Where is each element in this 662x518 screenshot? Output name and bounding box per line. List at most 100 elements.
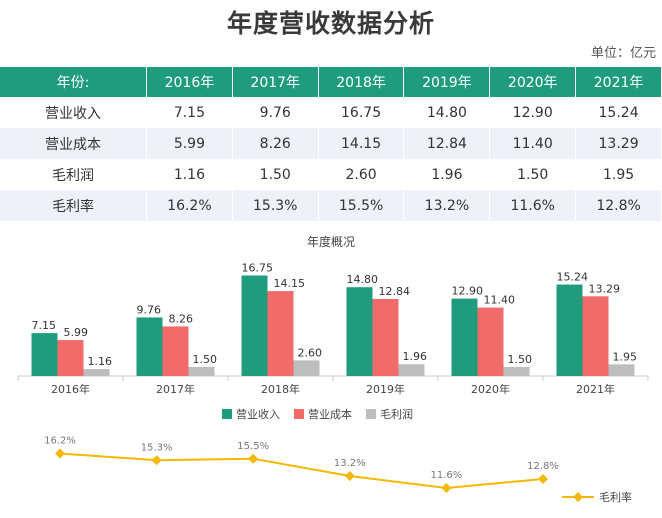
header-year: 2021年 xyxy=(575,67,662,97)
table-cell: 13.2% xyxy=(403,190,491,221)
line-legend-label: 毛利率 xyxy=(599,490,632,504)
bar-data-label: 8.26 xyxy=(169,312,194,325)
table-cell: 11.6% xyxy=(489,190,577,221)
bar-data-label: 1.50 xyxy=(508,353,533,366)
table-cell: 7.15 xyxy=(146,97,233,128)
bar-cost xyxy=(162,326,189,376)
table-cell: 2.60 xyxy=(318,159,405,190)
bar-profit xyxy=(83,369,110,376)
line-legend-marker xyxy=(573,492,583,502)
bar-cost xyxy=(582,296,609,376)
bar-data-label: 13.29 xyxy=(589,282,621,295)
table-cell: 1.96 xyxy=(403,159,491,190)
table-cell: 16.2% xyxy=(146,190,233,221)
table-cell: 16.75 xyxy=(318,97,405,128)
table-cell: 12.8% xyxy=(575,190,662,221)
bar-profit xyxy=(608,364,635,376)
row-label: 毛利润 xyxy=(0,159,147,190)
bar-revenue xyxy=(451,298,478,376)
header-label: 年份: xyxy=(0,67,147,97)
table-row: 营业收入 7.15 9.76 16.75 14.80 12.90 15.24 xyxy=(0,97,662,128)
margin-rate-label: 16.2% xyxy=(44,436,76,447)
bar-cost xyxy=(57,340,84,376)
bar-data-label: 14.80 xyxy=(347,273,379,286)
bar-profit xyxy=(293,360,320,376)
bar-revenue xyxy=(346,287,373,376)
legend-label: 毛利润 xyxy=(380,407,413,421)
bar-profit xyxy=(503,367,530,376)
table-cell: 12.90 xyxy=(489,97,577,128)
table-cell: 15.3% xyxy=(232,190,319,221)
row-label: 营业收入 xyxy=(0,97,147,128)
bar-data-label: 16.75 xyxy=(242,262,274,275)
margin-rate-label: 15.5% xyxy=(237,441,269,452)
legend-label: 营业收入 xyxy=(236,407,280,421)
bar-data-label: 12.84 xyxy=(379,285,411,298)
table-cell: 1.50 xyxy=(489,159,577,190)
table-row: 毛利润 1.16 1.50 2.60 1.96 1.50 1.95 xyxy=(0,159,662,190)
bar-data-label: 5.99 xyxy=(64,326,89,339)
legend-swatch xyxy=(366,409,376,419)
bar-revenue xyxy=(241,275,268,376)
bar-profit xyxy=(398,364,425,376)
margin-rate-point xyxy=(55,448,65,459)
table-cell: 12.84 xyxy=(403,128,491,159)
margin-rate-point xyxy=(441,483,452,493)
header-year: 2018年 xyxy=(318,67,405,97)
bar-data-label: 2.60 xyxy=(298,346,323,359)
table-cell: 13.29 xyxy=(575,128,662,159)
table-cell: 5.99 xyxy=(146,128,233,159)
margin-rate-point xyxy=(151,455,162,466)
bar-cost xyxy=(477,307,504,376)
bar-data-label: 12.90 xyxy=(452,285,484,298)
bar-cost xyxy=(372,298,399,376)
margin-rate-line xyxy=(59,452,544,490)
bar-data-label: 11.40 xyxy=(484,294,516,307)
margin-rate-label: 12.8% xyxy=(527,461,559,472)
bar-data-label: 1.50 xyxy=(193,353,218,366)
x-tick-label: 2016年 xyxy=(51,382,90,396)
unit-label: 单位：亿元 xyxy=(590,46,656,61)
legend-swatch xyxy=(294,409,304,419)
legend-swatch xyxy=(222,409,232,419)
bar-revenue xyxy=(136,317,163,376)
bar-data-label: 15.24 xyxy=(557,271,589,284)
table-row: 营业成本 5.99 8.26 14.15 12.84 11.40 13.29 xyxy=(0,128,662,159)
bar-data-label: 1.96 xyxy=(403,350,428,363)
revenue-table: 年份: 2016年 2017年 2018年 2019年 2020年 2021年 … xyxy=(0,67,662,221)
x-tick-label: 2018年 xyxy=(261,382,300,396)
header-year: 2020年 xyxy=(489,67,577,97)
margin-rate-point xyxy=(538,474,548,484)
x-tick-label: 2017年 xyxy=(156,382,195,396)
bar-data-label: 9.76 xyxy=(137,303,162,316)
table-cell: 14.80 xyxy=(403,97,491,128)
row-label: 营业成本 xyxy=(0,128,147,159)
table-cell: 1.50 xyxy=(232,159,319,190)
table-cell: 9.76 xyxy=(232,97,319,128)
bar-revenue xyxy=(31,333,58,376)
table-cell: 15.24 xyxy=(575,97,662,128)
table-cell: 11.40 xyxy=(489,128,577,159)
header-year: 2019年 xyxy=(403,67,491,97)
table-row: 毛利率 16.2% 15.3% 15.5% 13.2% 11.6% 12.8% xyxy=(0,190,662,221)
x-tick-label: 2020年 xyxy=(471,382,510,396)
bar-cost xyxy=(267,291,294,376)
bar-data-label: 1.16 xyxy=(88,355,113,368)
margin-rate-point xyxy=(344,471,355,481)
table-cell: 14.15 xyxy=(318,128,405,159)
bar-chart-title: 年度概况 xyxy=(307,234,355,249)
table-cell: 1.16 xyxy=(146,159,233,190)
row-label: 毛利率 xyxy=(0,190,147,221)
header-year: 2017年 xyxy=(232,67,319,97)
legend-label: 营业成本 xyxy=(308,407,352,421)
bar-profit xyxy=(188,367,215,376)
table-cell: 8.26 xyxy=(232,128,319,159)
table-cell: 1.95 xyxy=(575,159,662,190)
margin-rate-label: 15.3% xyxy=(141,442,173,453)
table-cell: 15.5% xyxy=(318,190,405,221)
margin-rate-label: 11.6% xyxy=(431,470,463,481)
margin-rate-label: 13.2% xyxy=(334,458,366,469)
header-year: 2016年 xyxy=(146,67,233,97)
margin-rate-point xyxy=(248,453,259,464)
